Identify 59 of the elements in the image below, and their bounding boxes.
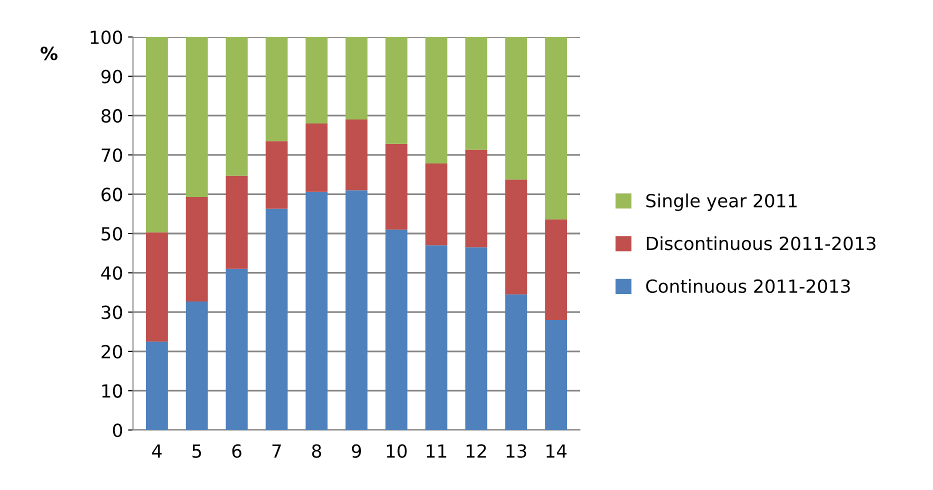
bar — [266, 141, 288, 209]
bar — [266, 37, 288, 142]
x-tick-label: 12 — [466, 444, 486, 458]
bar — [545, 320, 568, 430]
bar — [545, 37, 568, 220]
bar — [385, 37, 408, 144]
x-tick-label: 5 — [192, 444, 202, 458]
bar — [465, 247, 488, 430]
y-tick-label: 30 — [102, 306, 122, 320]
bar — [425, 164, 448, 246]
bar — [385, 230, 408, 430]
bar — [465, 37, 488, 150]
y-tick-label: 40 — [101, 266, 122, 280]
y-tick-label: 60 — [102, 188, 122, 202]
bar — [146, 232, 168, 342]
legend-label: Single year 2011 — [646, 194, 797, 211]
bar — [226, 268, 248, 430]
bar — [306, 37, 328, 124]
bar — [266, 208, 288, 430]
x-tick-label: 11 — [426, 444, 446, 458]
x-tick-label: 8 — [312, 444, 322, 458]
bar — [425, 37, 448, 164]
x-tick-label: 6 — [232, 444, 242, 458]
bar — [505, 180, 528, 294]
bar — [465, 150, 488, 248]
bar — [346, 37, 368, 120]
bar — [346, 120, 368, 190]
y-tick-label: 100 — [90, 30, 122, 44]
y-axis-title: % — [40, 46, 58, 60]
bar — [186, 301, 208, 430]
bar — [385, 144, 408, 230]
x-tick-label: 7 — [272, 444, 281, 458]
x-tick-label: 4 — [152, 444, 162, 458]
bar — [425, 245, 448, 430]
bar — [146, 37, 168, 232]
y-tick-label: 0 — [112, 423, 122, 438]
bar — [505, 37, 528, 180]
x-tick-label: 9 — [352, 444, 361, 458]
y-tick-label: 90 — [101, 70, 122, 84]
bar — [226, 37, 248, 176]
y-tick-label: 80 — [102, 109, 122, 123]
x-tick-label: 13 — [506, 444, 526, 458]
bar — [505, 294, 528, 430]
x-tick-label: 14 — [546, 444, 567, 458]
bar — [186, 37, 208, 197]
bar — [186, 196, 208, 302]
y-tick-label: 50 — [102, 226, 122, 241]
bar — [545, 219, 568, 320]
x-tick-label: 10 — [386, 444, 407, 458]
y-tick-label: 20 — [102, 344, 122, 359]
bar — [346, 190, 368, 430]
legend-label: Continuous 2011-2013 — [646, 279, 850, 293]
bar — [306, 123, 328, 192]
bar — [306, 192, 328, 430]
y-tick-label: 10 — [102, 384, 122, 398]
y-tick-label: 70 — [102, 148, 122, 162]
bar — [146, 342, 168, 430]
legend-label: Discontinuous 2011-2013 — [646, 236, 876, 250]
bar — [226, 176, 248, 269]
